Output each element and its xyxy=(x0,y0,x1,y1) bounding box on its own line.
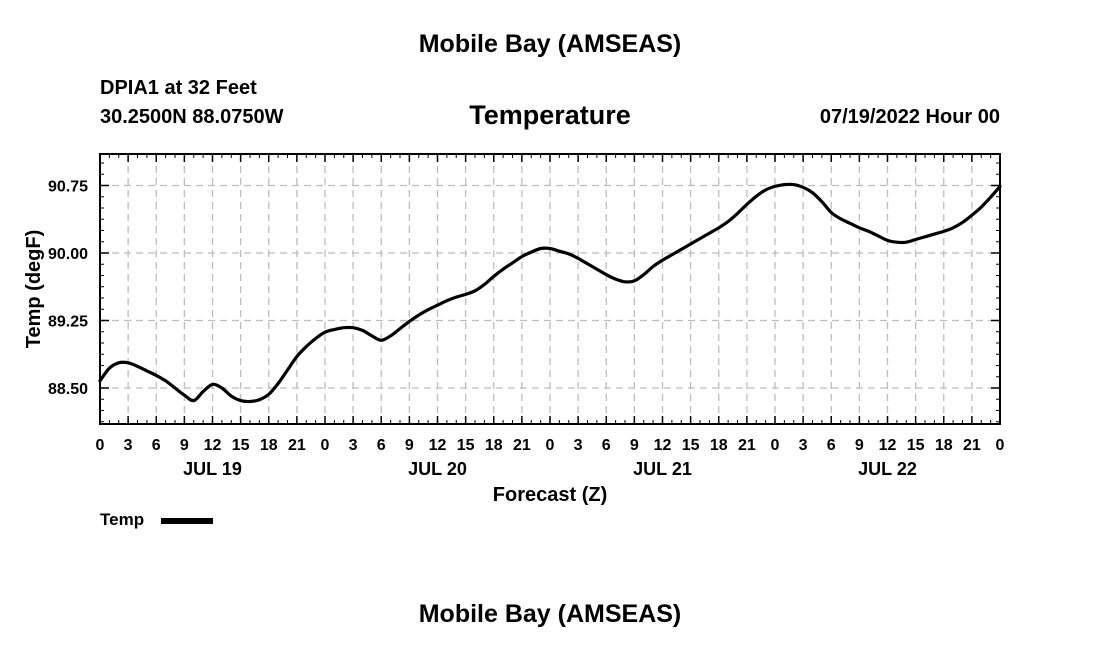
y-tick-label: 88.50 xyxy=(48,381,88,398)
x-tick-label: 0 xyxy=(771,437,780,454)
forecast-datetime: 07/19/2022 Hour 00 xyxy=(819,106,1000,128)
footer-title: Mobile Bay (AMSEAS) xyxy=(418,600,682,628)
x-tick-label: 21 xyxy=(513,437,531,454)
x-tick-label: 18 xyxy=(935,437,953,454)
x-tick-label: 3 xyxy=(574,437,583,454)
x-tick-label: 6 xyxy=(377,437,386,454)
y-tick-label: 90.00 xyxy=(48,246,88,263)
x-tick-label: 6 xyxy=(827,437,836,454)
coordinates-label: 30.2500N 88.0750W xyxy=(100,106,284,128)
x-tick-label: 12 xyxy=(654,437,672,454)
x-tick-label: 18 xyxy=(710,437,728,454)
station-label: DPIA1 at 32 Feet xyxy=(100,77,257,99)
x-tick-label: 12 xyxy=(879,437,897,454)
temp-series-line xyxy=(98,182,1002,404)
x-tick-label: 6 xyxy=(602,437,611,454)
x-tick-label: 0 xyxy=(546,437,555,454)
x-tick-label: 9 xyxy=(630,437,639,454)
x-tick-label: 6 xyxy=(152,437,161,454)
x-tick-label: 3 xyxy=(799,437,808,454)
x-tick-label: 12 xyxy=(429,437,447,454)
x-tick-label: 21 xyxy=(288,437,306,454)
x-tick-label: 0 xyxy=(96,437,105,454)
y-tick-label: 90.75 xyxy=(48,179,88,196)
x-day-label: JUL 21 xyxy=(633,459,692,479)
x-tick-label: 9 xyxy=(855,437,864,454)
x-tick-label: 15 xyxy=(457,437,475,454)
plot-frame xyxy=(99,153,1001,425)
x-tick-label: 0 xyxy=(321,437,330,454)
x-tick-label: 18 xyxy=(260,437,278,454)
legend-line-swatch xyxy=(161,518,213,524)
x-day-label: JUL 20 xyxy=(408,459,467,479)
x-tick-label: 21 xyxy=(738,437,756,454)
x-tick-label: 9 xyxy=(405,437,414,454)
legend-label: Temp xyxy=(100,510,145,529)
x-tick-label: 15 xyxy=(682,437,700,454)
x-tick-label: 9 xyxy=(180,437,189,454)
x-tick-label: 12 xyxy=(204,437,222,454)
x-tick-label: 15 xyxy=(232,437,250,454)
x-tick-label: 21 xyxy=(963,437,981,454)
x-day-label: JUL 22 xyxy=(858,459,917,479)
x-tick-label: 3 xyxy=(349,437,358,454)
chart-title: Mobile Bay (AMSEAS) xyxy=(418,30,682,58)
x-day-label: JUL 19 xyxy=(183,459,242,479)
variable-title: Temperature xyxy=(469,100,631,130)
x-tick-label: 3 xyxy=(124,437,133,454)
x-tick-label: 18 xyxy=(485,437,503,454)
x-axis-label: Forecast (Z) xyxy=(493,484,607,506)
y-axis-label: Temp (degF) xyxy=(23,230,45,349)
x-tick-label: 0 xyxy=(996,437,1005,454)
y-tick-label: 89.25 xyxy=(48,314,88,331)
x-tick-label: 15 xyxy=(907,437,925,454)
